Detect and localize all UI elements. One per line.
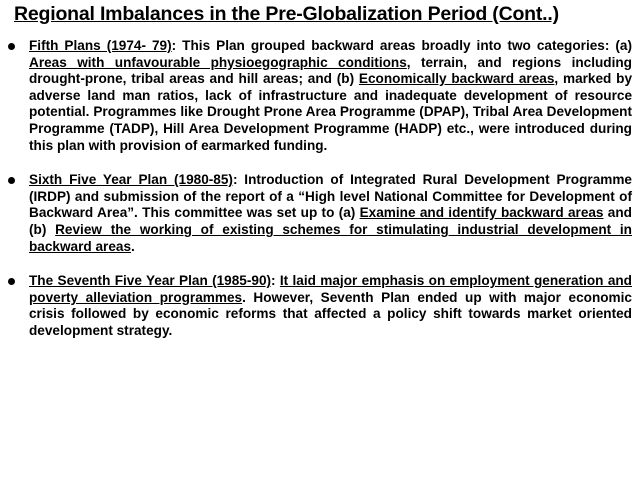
bullet-dot [8,177,15,185]
text-run: , terrain, and regions including drought… [29,54,632,87]
bullet-item: Sixth Five Year Plan (1980-85): Introduc… [0,172,638,255]
text-run: : Introduction of Integrated Rural Devel… [29,172,632,221]
underlined-text: Economically backward areas [358,71,555,87]
bullet-list: Fifth Plans (1974- 79): This Plan groupe… [0,38,638,358]
bullet-dot [8,278,15,286]
text-run: : [271,273,280,289]
slide-title: Regional Imbalances in the Pre-Globaliza… [14,3,559,25]
bullet-dot [8,43,15,50]
bullet-item: Fifth Plans (1974- 79): This Plan groupe… [0,38,638,154]
underlined-text: Examine and identify backward areas [359,205,604,221]
underlined-text: Review the working of existing schemes f… [29,221,632,254]
text-run: . However, Seventh Plan ended up with ma… [29,289,632,338]
text-run: , marked by adverse land man ratios, lac… [29,71,633,153]
underlined-text: Fifth Plans (1974- 79) [29,38,172,53]
text-run: . [131,238,135,254]
bullet-item: The Seventh Five Year Plan (1985-90): It… [0,273,638,339]
text-run: and (b) [29,205,632,237]
underlined-text: The Seventh Five Year Plan (1985-90) [29,273,272,289]
text-run: : This Plan grouped backward areas broad… [171,38,632,53]
underlined-text: Areas with unfavourable physioegographic… [29,54,407,70]
underlined-text: It laid major emphasis on employment gen… [29,273,632,305]
underlined-text: Sixth Five Year Plan (1980-85) [29,172,233,188]
